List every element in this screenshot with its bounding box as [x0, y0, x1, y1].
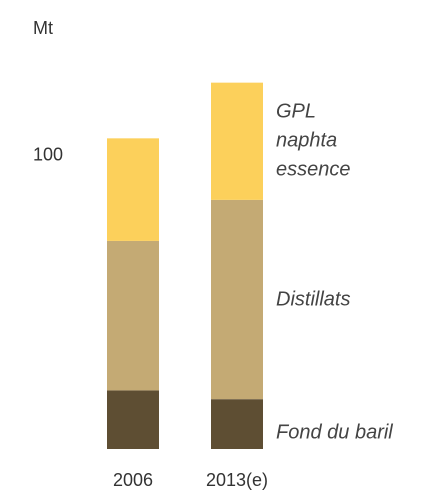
legend-label: GPL naphta essence [276, 100, 351, 181]
bar-segment [107, 138, 159, 241]
y-axis-label: Mt [33, 18, 53, 38]
legend-label: Distillats [276, 288, 351, 311]
legend-label: Fond du baril [276, 421, 393, 444]
bar-segment [107, 390, 159, 449]
bar-segment [211, 399, 263, 449]
bar-segment [107, 240, 159, 391]
bar-segment [211, 199, 263, 400]
x-tick-label: 2006 [113, 470, 153, 490]
bar-segment [211, 82, 263, 200]
x-tick-label: 2013(e) [206, 470, 268, 490]
y-tick-label: 100 [33, 145, 63, 165]
